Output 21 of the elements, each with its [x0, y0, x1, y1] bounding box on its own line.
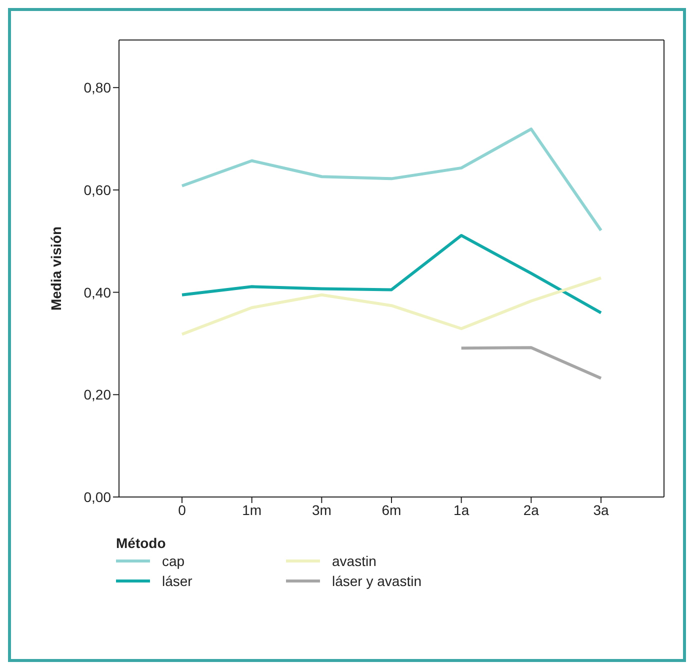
- legend-label: avastin: [332, 553, 376, 569]
- y-tick-label: 0,00: [84, 488, 112, 505]
- y-tick-label: 0,80: [84, 80, 112, 96]
- y-tick-label: 0,20: [84, 386, 112, 403]
- legend-label: láser: [162, 573, 192, 589]
- line-series: [180, 128, 602, 232]
- legend-label: láser y avastin: [332, 573, 422, 589]
- x-tick-label: 2a: [523, 502, 540, 518]
- x-tick-label: 3m: [312, 502, 332, 518]
- legend-label: cap: [162, 553, 185, 569]
- x-tick-label: 0: [178, 502, 186, 518]
- x-tick-label: 6m: [382, 502, 402, 518]
- x-tick-label: 3a: [593, 502, 609, 518]
- y-axis-title: Media visión: [48, 226, 64, 311]
- line-series: [180, 234, 602, 314]
- y-tick-label: 0,60: [84, 182, 112, 198]
- x-tick-label: 1m: [242, 502, 262, 518]
- legend-title: Método: [116, 535, 167, 551]
- line-series: [180, 276, 602, 336]
- x-tick-label: 1a: [454, 502, 470, 518]
- y-tick-label: 0,40: [84, 284, 112, 300]
